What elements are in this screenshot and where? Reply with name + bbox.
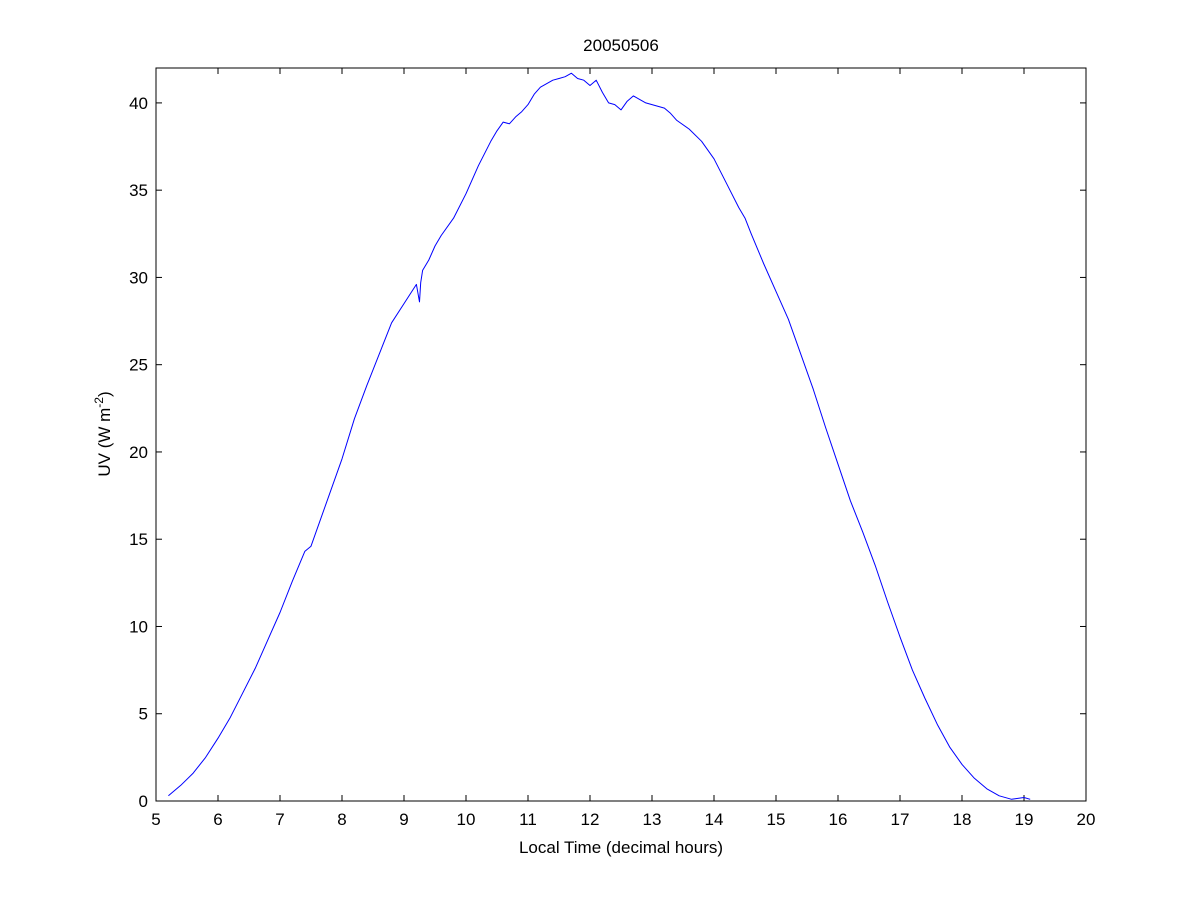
x-axis-title: Local Time (decimal hours) — [519, 838, 723, 857]
y-tick-label: 30 — [129, 268, 148, 287]
y-tick-label: 35 — [129, 181, 148, 200]
x-tick-label: 19 — [1015, 810, 1034, 829]
y-axis-ticks: 0 5 10 15 20 25 30 35 40 — [129, 94, 1086, 811]
x-tick-label: 17 — [891, 810, 910, 829]
y-axis-title-superscript: -2 — [92, 397, 106, 408]
x-tick-label: 5 — [151, 810, 160, 829]
x-tick-label: 14 — [705, 810, 724, 829]
x-tick-label: 11 — [519, 810, 537, 829]
y-axis-title-close: ) — [95, 391, 114, 397]
y-tick-label: 0 — [139, 792, 148, 811]
y-axis-title-base: UV (W m — [95, 408, 114, 477]
x-tick-label: 20 — [1077, 810, 1096, 829]
x-tick-label: 7 — [275, 810, 284, 829]
y-tick-label: 40 — [129, 94, 148, 113]
uv-series-line — [168, 72, 1031, 800]
x-tick-label: 13 — [643, 810, 662, 829]
chart-title: 20050506 — [583, 36, 659, 55]
x-tick-label: 12 — [581, 810, 600, 829]
x-tick-label: 15 — [767, 810, 786, 829]
y-axis-title: UV (W m-2) — [92, 391, 114, 476]
plot-area-background — [156, 68, 1086, 801]
y-tick-label: 25 — [129, 356, 148, 375]
x-tick-label: 9 — [399, 810, 408, 829]
x-tick-label: 6 — [213, 810, 222, 829]
y-tick-label: 10 — [129, 617, 148, 636]
series-layer — [168, 72, 1031, 800]
plot-frame — [155, 67, 1087, 802]
x-tick-label: 8 — [337, 810, 346, 829]
y-tick-label: 15 — [129, 530, 148, 549]
x-tick-label: 18 — [953, 810, 972, 829]
y-tick-label: 5 — [139, 705, 148, 724]
x-tick-label: 16 — [829, 810, 848, 829]
x-tick-label: 10 — [457, 810, 476, 829]
x-axis-ticks: 5 6 7 8 9 10 11 12 13 14 15 16 17 18 19 20 — [151, 68, 1095, 829]
y-tick-label: 20 — [129, 443, 148, 462]
